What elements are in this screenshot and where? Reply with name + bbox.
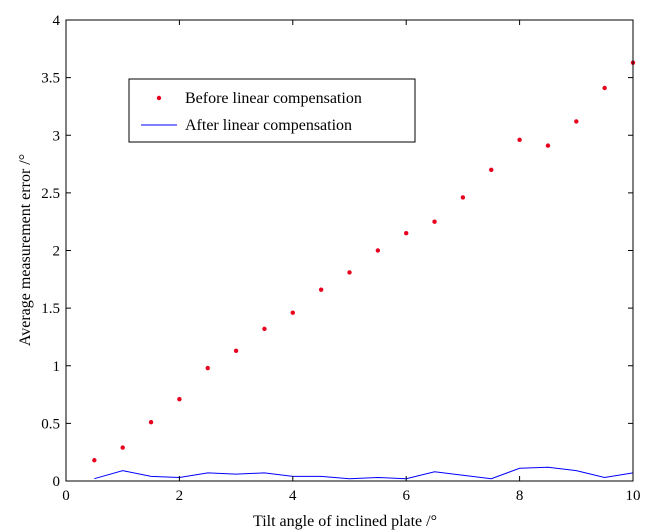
y-tick-label: 1.5 xyxy=(41,301,60,317)
x-tick-label: 2 xyxy=(176,488,184,504)
y-tick-label: 0 xyxy=(53,474,61,490)
data-point-before xyxy=(432,219,437,224)
data-point-before xyxy=(318,287,324,292)
y-tick-label: 0.5 xyxy=(41,416,60,432)
data-point-before xyxy=(262,326,267,332)
data-point-before xyxy=(545,143,551,148)
data-point-before xyxy=(148,420,154,425)
data-point-before xyxy=(233,348,239,353)
x-tick-label: 8 xyxy=(516,488,524,504)
legend-label: After linear compensation xyxy=(185,117,352,134)
series-layer xyxy=(92,60,636,480)
legend-marker-before xyxy=(156,95,162,101)
x-tick-label: 4 xyxy=(289,488,297,504)
x-tick-label: 0 xyxy=(62,488,70,504)
y-tick-label: 1 xyxy=(53,359,61,375)
y-tick-label: 4 xyxy=(53,13,61,29)
axes-layer: 0 2 4 6 8 10 0 0.5 1 1.5 2 2.5 3 3.5 4 xyxy=(41,13,640,504)
y-tick-label: 2.5 xyxy=(41,186,60,202)
x-tick-label: 6 xyxy=(402,488,410,504)
legend: Before linear compensation After linear c… xyxy=(128,78,416,143)
data-point-before xyxy=(290,310,295,315)
legend-label: Before linear compensation xyxy=(185,90,362,107)
y-tick-label: 3.5 xyxy=(41,71,60,87)
data-point-before xyxy=(404,231,409,236)
data-point-before xyxy=(574,119,579,124)
x-axis-label: Tilt angle of inclined plate /° xyxy=(253,513,437,530)
y-axis-label: Average measurement error /° xyxy=(17,154,34,346)
data-point-before xyxy=(489,167,494,173)
data-point-before xyxy=(375,248,381,253)
series-line-after xyxy=(94,466,634,480)
data-point-before xyxy=(92,458,97,463)
data-point-before xyxy=(602,85,607,91)
data-point-before xyxy=(460,195,466,200)
data-point-before xyxy=(517,137,522,143)
x-tick-label: 10 xyxy=(626,488,641,504)
data-point-before xyxy=(205,365,210,371)
data-point-before xyxy=(120,445,125,450)
data-point-before xyxy=(177,396,182,402)
y-tick-label: 2 xyxy=(53,244,61,260)
legend-box xyxy=(128,78,416,143)
data-point-before xyxy=(347,270,352,275)
y-tick-label: 3 xyxy=(53,128,61,144)
